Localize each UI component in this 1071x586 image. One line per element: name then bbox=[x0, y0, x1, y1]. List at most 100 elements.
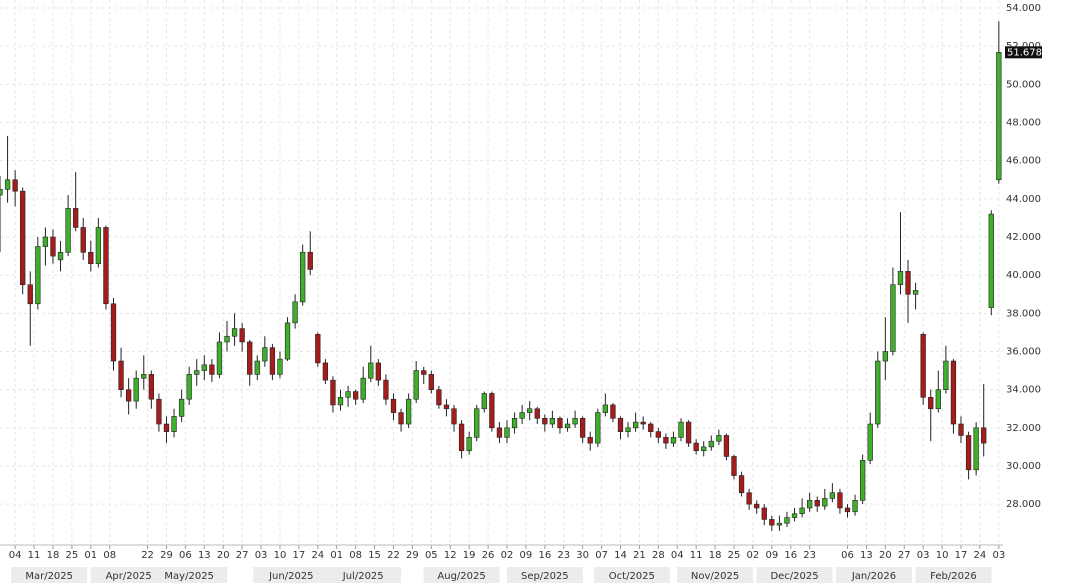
candle-body bbox=[330, 379, 336, 406]
candle-body bbox=[4, 179, 11, 190]
last-price-box bbox=[1005, 46, 1042, 59]
candle-body bbox=[617, 417, 624, 432]
candle-body bbox=[141, 374, 147, 379]
y-tick-label: 46.000 bbox=[1006, 156, 1041, 167]
month-label: Feb/2026 bbox=[930, 571, 977, 582]
last-price-label: 51.678 bbox=[1007, 47, 1042, 58]
x-tick-label: 17 bbox=[955, 550, 968, 561]
candle-body bbox=[360, 377, 366, 400]
x-tick-label: 02 bbox=[747, 550, 760, 561]
candle-body bbox=[12, 179, 18, 192]
candle-body bbox=[572, 417, 578, 425]
candle-body bbox=[776, 522, 783, 526]
x-tick-label: 03 bbox=[255, 550, 268, 561]
candle-body bbox=[156, 398, 162, 425]
x-tick-label: 30 bbox=[576, 550, 589, 561]
y-tick-label: 30.000 bbox=[1006, 461, 1041, 472]
candle-body bbox=[791, 513, 798, 518]
candle-body bbox=[504, 427, 510, 438]
x-tick-label: 23 bbox=[803, 550, 816, 561]
candle-body bbox=[345, 391, 351, 398]
x-tick-label: 29 bbox=[160, 550, 173, 561]
candle-body bbox=[390, 398, 397, 413]
candle-body bbox=[640, 421, 646, 425]
candle-body bbox=[353, 391, 359, 400]
candle-body bbox=[171, 416, 177, 432]
candle-body bbox=[27, 284, 33, 305]
candle-body bbox=[897, 271, 904, 286]
x-tick-label: 18 bbox=[709, 550, 722, 561]
x-tick-label: 05 bbox=[425, 550, 438, 561]
x-tick-label: 20 bbox=[879, 550, 892, 561]
candle-body bbox=[761, 507, 767, 520]
candle-body bbox=[988, 213, 994, 308]
candle-body bbox=[474, 408, 480, 438]
month-band bbox=[151, 567, 228, 583]
candle-body bbox=[73, 208, 79, 228]
x-tick-label: 07 bbox=[595, 550, 608, 561]
candle-body bbox=[163, 423, 170, 432]
candle-body bbox=[337, 397, 344, 406]
candle-body bbox=[125, 389, 132, 402]
y-tick-label: 54.000 bbox=[1006, 3, 1041, 14]
candle-body bbox=[549, 417, 556, 425]
candle-body bbox=[663, 437, 669, 444]
x-tick-label: 01 bbox=[330, 550, 343, 561]
x-tick-label: 10 bbox=[274, 550, 287, 561]
candle-body bbox=[670, 437, 677, 444]
candle-body bbox=[511, 417, 518, 429]
candle-body bbox=[216, 341, 223, 375]
candle-body bbox=[890, 284, 896, 352]
candle-body bbox=[262, 347, 268, 362]
candle-body bbox=[655, 431, 661, 438]
month-label: Sep/2025 bbox=[521, 571, 569, 582]
candle-body bbox=[595, 412, 601, 444]
candle-body bbox=[224, 335, 230, 343]
candle-body bbox=[844, 507, 851, 513]
candle-body bbox=[602, 404, 609, 413]
candle-body bbox=[981, 427, 987, 444]
x-tick-label: 16 bbox=[538, 550, 551, 561]
x-tick-label: 08 bbox=[349, 550, 362, 561]
month-band bbox=[11, 567, 88, 583]
candle-body bbox=[436, 389, 442, 406]
month-label: May/2025 bbox=[164, 571, 214, 582]
candle-body bbox=[534, 408, 540, 419]
x-tick-label: 11 bbox=[28, 550, 41, 561]
candle-body bbox=[723, 435, 730, 457]
x-tick-label: 18 bbox=[47, 550, 60, 561]
candle-body bbox=[443, 404, 450, 410]
candle-body bbox=[307, 251, 313, 270]
x-tick-label: 17 bbox=[293, 550, 306, 561]
candle-body bbox=[489, 393, 495, 429]
x-tick-label: 13 bbox=[198, 550, 211, 561]
candle-body bbox=[231, 328, 238, 337]
candle-body bbox=[292, 301, 298, 324]
x-tick-label: 03 bbox=[992, 550, 1005, 561]
y-tick-label: 40.000 bbox=[1006, 270, 1041, 281]
candle-body bbox=[935, 389, 941, 410]
candle-body bbox=[859, 459, 866, 501]
x-tick-label: 09 bbox=[520, 550, 533, 561]
candle-body bbox=[867, 423, 873, 461]
candle-body bbox=[421, 370, 427, 375]
x-tick-label: 11 bbox=[690, 550, 703, 561]
candle-body bbox=[254, 360, 260, 375]
candle-body bbox=[20, 190, 26, 286]
candle-body bbox=[648, 423, 654, 432]
x-tick-label: 03 bbox=[917, 550, 930, 561]
y-tick-label: 28.000 bbox=[1006, 499, 1041, 510]
month-band bbox=[915, 567, 992, 583]
candle-body bbox=[194, 370, 200, 375]
candle-body bbox=[542, 417, 548, 425]
candle-body bbox=[57, 251, 64, 261]
candle-body bbox=[822, 498, 828, 507]
candle-body bbox=[973, 427, 979, 471]
x-tick-label: 04 bbox=[9, 550, 22, 561]
month-label: Apr/2025 bbox=[106, 571, 152, 582]
candle-body bbox=[852, 500, 858, 513]
candle-body bbox=[632, 421, 639, 429]
candle-body bbox=[754, 503, 760, 509]
candle-body bbox=[965, 435, 972, 471]
